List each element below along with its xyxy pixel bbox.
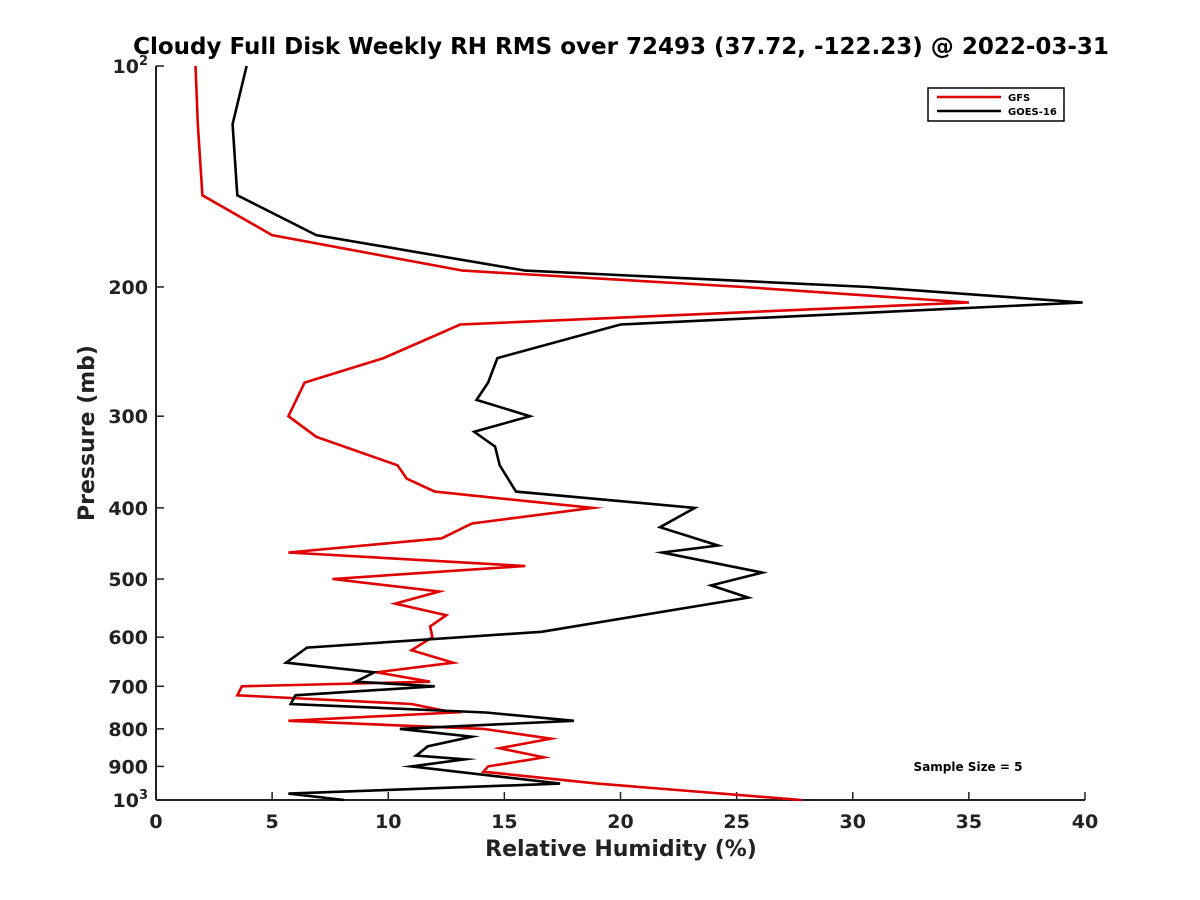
y-tick-label: 300 — [108, 406, 148, 428]
y-tick-label: 600 — [108, 627, 148, 649]
y-axis-label: Pressure (mb) — [75, 345, 100, 521]
legend-label: GOES-16 — [1008, 107, 1057, 118]
x-tick-label: 0 — [149, 811, 162, 833]
x-tick-label: 20 — [607, 811, 633, 833]
y-tick-label: 200 — [108, 277, 148, 299]
x-tick-label: 5 — [266, 811, 279, 833]
x-tick-label: 25 — [723, 811, 749, 833]
series-line-goes-16 — [231, 65, 1083, 802]
x-tick-label: 15 — [491, 811, 517, 833]
x-tick-label: 10 — [375, 811, 401, 833]
y-tick-label: 102 — [113, 54, 149, 78]
chart-title: Cloudy Full Disk Weekly RH RMS over 7249… — [133, 34, 1109, 60]
x-axis-label: Relative Humidity (%) — [485, 837, 757, 862]
series-line-gfs — [194, 65, 969, 802]
y-tick-label: 400 — [108, 498, 148, 520]
y-tick-label: 103 — [113, 788, 149, 812]
legend: GFS GOES-16 — [927, 87, 1065, 122]
y-tick-label: 500 — [108, 569, 148, 591]
legend-box — [927, 87, 1065, 122]
y-tick-label: 800 — [108, 719, 148, 741]
legend-label: GFS — [1008, 93, 1030, 104]
y-tick-label: 900 — [108, 756, 148, 778]
x-tick-label: 40 — [1072, 811, 1098, 833]
axes: 0 5 10 15 20 25 30 35 40 102 200 300 400 500 600 700 800… — [108, 54, 1098, 833]
x-tick-label: 30 — [840, 811, 866, 833]
x-tick-label: 35 — [956, 811, 982, 833]
series-layer — [194, 65, 1083, 802]
y-tick-label: 700 — [108, 676, 148, 698]
sample-size-annotation: Sample Size = 5 — [914, 760, 1023, 774]
